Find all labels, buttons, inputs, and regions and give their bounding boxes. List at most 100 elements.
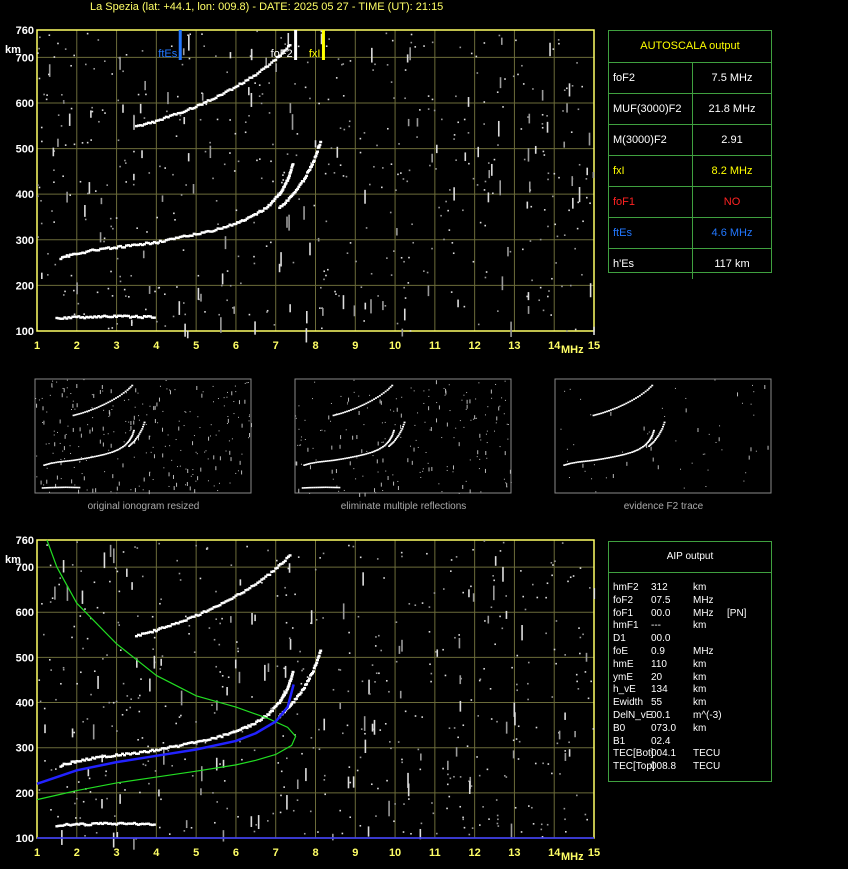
noise-echo xyxy=(254,321,256,335)
trace-point xyxy=(67,255,71,258)
trace-point xyxy=(113,246,117,249)
thumb-noise xyxy=(486,430,488,432)
noise-echo xyxy=(420,753,422,761)
thumb-noise xyxy=(400,424,402,429)
trace-point xyxy=(109,247,113,251)
thumb-trace xyxy=(385,442,388,445)
trace-point xyxy=(239,220,243,223)
noise-echo xyxy=(57,42,59,45)
noise-echo xyxy=(579,567,582,569)
noise-echo xyxy=(538,299,541,302)
noise-echo xyxy=(53,56,56,58)
trace-point xyxy=(130,822,134,825)
noise-echo xyxy=(164,705,167,708)
noise-echo xyxy=(201,93,204,101)
noise-echo xyxy=(324,793,326,796)
trace-point xyxy=(154,119,158,122)
noise-echo xyxy=(512,750,515,759)
trace-point xyxy=(292,701,296,704)
thumb-trace xyxy=(623,453,626,456)
trace-point xyxy=(107,315,111,319)
thumb-trace xyxy=(326,486,329,489)
thumb-trace xyxy=(638,447,641,450)
thumb-trace xyxy=(117,448,120,451)
thumb-noise xyxy=(702,453,704,455)
thumb-noise xyxy=(217,398,219,400)
noise-echo xyxy=(229,52,232,59)
noise-echo xyxy=(516,683,518,686)
thumb-noise xyxy=(210,424,212,426)
thumb-trace xyxy=(355,407,358,409)
noise-echo xyxy=(141,150,143,159)
thumb-trace xyxy=(80,412,83,415)
noise-echo xyxy=(134,546,136,548)
trace-point xyxy=(256,581,260,584)
noise-echo xyxy=(365,227,368,229)
trace-point xyxy=(284,181,288,185)
noise-echo xyxy=(568,209,570,212)
noise-echo xyxy=(322,552,325,555)
thumb-noise xyxy=(162,427,164,432)
noise-echo xyxy=(450,570,452,572)
noise-echo xyxy=(179,579,182,581)
trace-point xyxy=(283,49,287,52)
trace-point xyxy=(125,314,129,318)
thumb-noise xyxy=(353,391,355,393)
trace-point xyxy=(248,586,252,590)
noise-echo xyxy=(349,60,352,62)
noise-echo xyxy=(229,284,232,287)
thumb-noise xyxy=(231,391,233,396)
trace-point xyxy=(206,738,210,742)
noise-echo xyxy=(404,69,407,71)
noise-echo xyxy=(325,274,327,277)
noise-echo xyxy=(119,165,121,168)
noise-echo xyxy=(38,186,41,189)
noise-echo xyxy=(86,637,89,640)
thumb-trace xyxy=(103,453,106,456)
noise-echo xyxy=(342,603,345,620)
trace-point xyxy=(214,605,218,608)
noise-echo xyxy=(62,175,64,178)
trace-point xyxy=(226,733,230,736)
noise-echo xyxy=(253,221,255,224)
noise-echo xyxy=(455,747,458,757)
noise-echo xyxy=(547,172,550,175)
noise-echo xyxy=(288,637,291,640)
thumb-trace xyxy=(627,452,630,455)
trace-point xyxy=(142,822,146,826)
thumb-noise xyxy=(202,391,204,393)
trace-point xyxy=(210,98,214,101)
thumb-noise xyxy=(163,467,165,469)
noise-echo xyxy=(370,272,373,275)
noise-echo xyxy=(185,184,187,186)
noise-echo xyxy=(249,55,252,57)
thumb-trace xyxy=(391,435,394,437)
trace-point xyxy=(121,821,125,825)
noise-echo xyxy=(159,165,161,168)
thumb-noise xyxy=(197,416,199,418)
thumb-trace xyxy=(361,404,364,407)
noise-echo xyxy=(522,83,525,85)
thumb-noise xyxy=(345,429,347,431)
thumb-trace xyxy=(623,403,626,406)
noise-echo xyxy=(445,200,447,203)
thumb-noise xyxy=(568,477,570,479)
trace-point xyxy=(128,244,132,248)
noise-echo xyxy=(359,556,362,559)
thumb-noise xyxy=(76,403,78,408)
autoscala-param-label: MUF(3000)F2 xyxy=(609,94,693,124)
noise-echo xyxy=(90,110,92,118)
noise-echo xyxy=(453,187,455,201)
thumb-noise xyxy=(239,460,241,465)
noise-echo xyxy=(272,812,275,815)
noise-echo xyxy=(483,540,486,542)
trace-point xyxy=(252,584,256,587)
trace-point xyxy=(256,719,260,722)
thumb-trace xyxy=(319,486,322,489)
noise-echo xyxy=(153,655,156,669)
thumb-trace xyxy=(131,435,134,437)
noise-echo xyxy=(223,780,226,782)
trace-point xyxy=(206,99,210,102)
trace-point xyxy=(246,78,250,82)
noise-echo xyxy=(317,239,320,242)
